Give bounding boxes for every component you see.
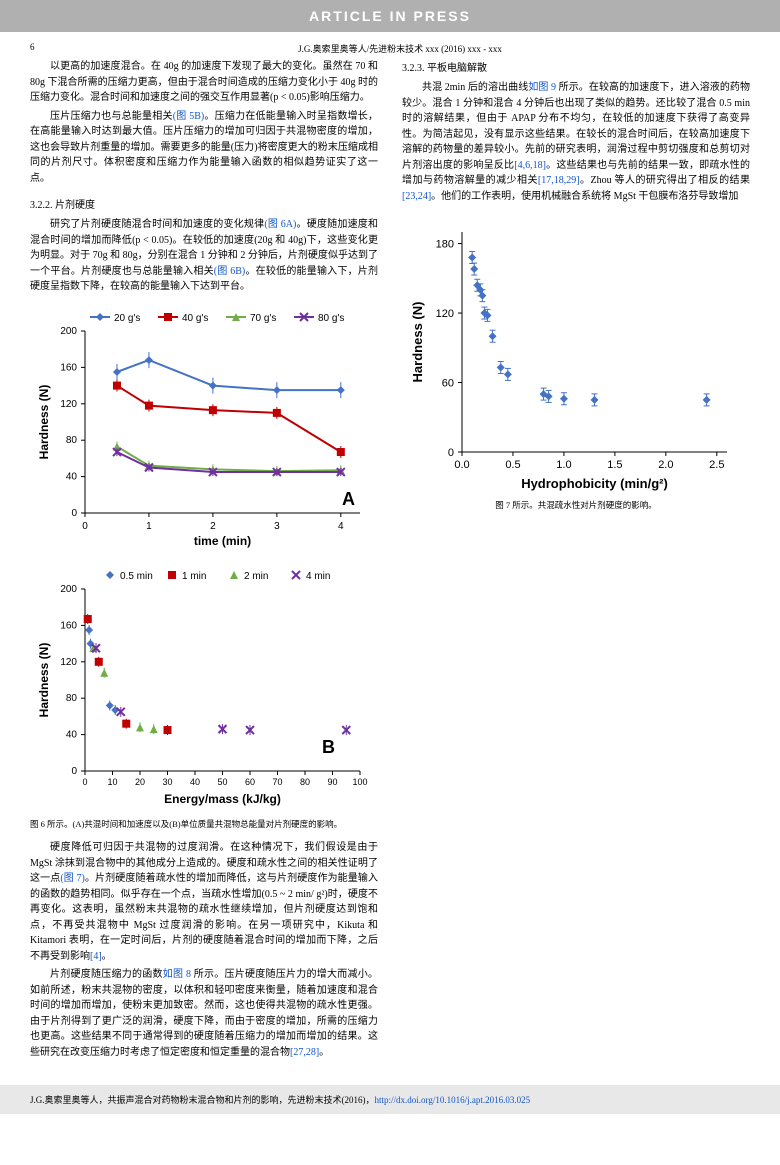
page-header: 6 J.G.奥索里奥等人/先进粉末技术 xxx (2016) xxx - xxx bbox=[0, 32, 780, 59]
svg-text:40: 40 bbox=[66, 471, 78, 482]
fig6a-link[interactable]: (图 6A) bbox=[264, 219, 296, 230]
doi-link[interactable]: http://dx.doi.org/10.1016/j.apt.2016.03.… bbox=[375, 1095, 531, 1105]
svg-text:0.5: 0.5 bbox=[505, 459, 520, 471]
para-dissolution: 共混 2min 后的溶出曲线如图 9 所示。在较高的加速度下，进入溶液的药物较少… bbox=[402, 80, 750, 204]
svg-text:0: 0 bbox=[71, 508, 77, 519]
page-number: 6 bbox=[30, 42, 50, 55]
cite-17-18-29[interactable]: [17,18,29] bbox=[538, 175, 580, 186]
svg-text:0: 0 bbox=[71, 766, 77, 777]
svg-text:40 g's: 40 g's bbox=[182, 313, 208, 324]
svg-text:3: 3 bbox=[274, 521, 280, 532]
svg-text:2.0: 2.0 bbox=[658, 459, 673, 471]
para-compress-energy: 压片压缩力也与总能量相关(图 5B)。压缩力在低能量输入时呈指数增长，在高能量输… bbox=[30, 109, 378, 187]
svg-text:1 min: 1 min bbox=[182, 571, 206, 582]
svg-text:10: 10 bbox=[107, 777, 117, 787]
para-compression: 片剂硬度随压缩力的函数如图 8 所示。压片硬度随压片力的增大而减小。如前所述，粉… bbox=[30, 967, 378, 1060]
fig7-link[interactable]: (图 7) bbox=[60, 873, 85, 884]
svg-text:180: 180 bbox=[436, 239, 454, 251]
svg-text:1.5: 1.5 bbox=[607, 459, 622, 471]
fig8-link[interactable]: 如图 8 bbox=[163, 969, 191, 980]
svg-text:100: 100 bbox=[352, 777, 367, 787]
svg-text:60: 60 bbox=[245, 777, 255, 787]
svg-text:0.0: 0.0 bbox=[454, 459, 469, 471]
svg-text:80 g's: 80 g's bbox=[318, 313, 344, 324]
svg-text:0: 0 bbox=[82, 521, 88, 532]
section-dissolution: 3.2.3. 平板电脑解散 bbox=[402, 59, 750, 74]
svg-text:20: 20 bbox=[135, 777, 145, 787]
para-hardness: 研究了片剂硬度随混合时间和加速度的变化规律(图 6A)。硬度随加速度和混合时间的… bbox=[30, 217, 378, 295]
figure-7-caption: 图 7 所示。共混疏水性对片剂硬度的影响。 bbox=[402, 500, 750, 512]
svg-text:A: A bbox=[342, 489, 355, 509]
svg-text:2: 2 bbox=[210, 521, 216, 532]
figure-6-caption: 图 6 所示。(A)共混时间和加速度以及(B)单位质量共混物总能量对片剂硬度的影… bbox=[30, 819, 378, 831]
svg-text:50: 50 bbox=[217, 777, 227, 787]
fig5b-link[interactable]: (图 5B) bbox=[173, 111, 205, 122]
svg-text:80: 80 bbox=[66, 693, 78, 704]
svg-text:70: 70 bbox=[272, 777, 282, 787]
svg-text:90: 90 bbox=[327, 777, 337, 787]
svg-text:40: 40 bbox=[66, 729, 78, 740]
svg-text:120: 120 bbox=[436, 308, 454, 320]
svg-text:0: 0 bbox=[448, 447, 454, 459]
two-column-content: 以更高的加速度混合。在 40g 的加速度下发现了最大的变化。虽然在 70 和 8… bbox=[0, 59, 780, 1079]
svg-text:80: 80 bbox=[66, 435, 78, 446]
svg-text:120: 120 bbox=[60, 656, 77, 667]
svg-text:160: 160 bbox=[60, 362, 77, 373]
svg-text:200: 200 bbox=[60, 584, 77, 595]
figure-6a-chart: 20 g's 40 g's 70 g's 80 g's 0 40 80 120 160 200 0 1… bbox=[30, 303, 378, 553]
svg-text:30: 30 bbox=[162, 777, 172, 787]
svg-text:Hydrophobicity (min/g²): Hydrophobicity (min/g²) bbox=[521, 476, 668, 491]
citation-footer: J.G.奥索里奥等人，共振声混合对药物粉末混合物和片剂的影响，先进粉末技术(20… bbox=[0, 1085, 780, 1114]
svg-text:70 g's: 70 g's bbox=[250, 313, 276, 324]
svg-text:Hardness (N): Hardness (N) bbox=[410, 302, 425, 383]
svg-text:1.0: 1.0 bbox=[556, 459, 571, 471]
svg-text:4: 4 bbox=[338, 521, 344, 532]
figure-7-chart: 0 60 120 180 0.0 0.5 1.0 1.5 2.0 2.5 Hydrophobicit… bbox=[402, 212, 750, 492]
svg-text:1: 1 bbox=[146, 521, 152, 532]
svg-text:0.5 min: 0.5 min bbox=[120, 571, 153, 582]
fig9-link[interactable]: 如图 9 bbox=[528, 82, 556, 93]
svg-text:B: B bbox=[322, 737, 335, 757]
fig6b-link[interactable]: (图 6B) bbox=[214, 266, 245, 277]
svg-text:40: 40 bbox=[190, 777, 200, 787]
svg-text:Energy/mass (kJ/kg): Energy/mass (kJ/kg) bbox=[164, 792, 281, 806]
running-head: J.G.奥索里奥等人/先进粉末技术 xxx (2016) xxx - xxx bbox=[50, 42, 750, 55]
svg-text:120: 120 bbox=[60, 398, 77, 409]
svg-text:0: 0 bbox=[82, 777, 87, 787]
svg-text:Hardness (N): Hardness (N) bbox=[37, 642, 51, 717]
cite-4[interactable]: [4] bbox=[90, 951, 102, 962]
svg-text:80: 80 bbox=[300, 777, 310, 787]
svg-text:Hardness (N): Hardness (N) bbox=[37, 384, 51, 459]
section-hardness: 3.2.2. 片剂硬度 bbox=[30, 196, 378, 211]
cite-4-6-18[interactable]: [4,6,18] bbox=[514, 160, 546, 171]
svg-text:20 g's: 20 g's bbox=[114, 313, 140, 324]
svg-text:60: 60 bbox=[442, 378, 454, 390]
cite-27-28[interactable]: [27,28] bbox=[290, 1047, 319, 1058]
para-accel: 以更高的加速度混合。在 40g 的加速度下发现了最大的变化。虽然在 70 和 8… bbox=[30, 59, 378, 106]
svg-text:4 min: 4 min bbox=[306, 571, 330, 582]
svg-text:200: 200 bbox=[60, 326, 77, 337]
para-hydrophobicity: 硬度降低可归因于共混物的过度润滑。在这种情况下，我们假设是由于 MgSt 涂抹到… bbox=[30, 840, 378, 964]
svg-text:2.5: 2.5 bbox=[709, 459, 724, 471]
figure-6b-chart: 0.5 min 1 min 2 min 4 min 0 40 80 120 160 200 0 10 2… bbox=[30, 561, 378, 811]
article-in-press-banner: ARTICLE IN PRESS bbox=[0, 0, 780, 32]
svg-text:time (min): time (min) bbox=[194, 534, 251, 548]
svg-text:160: 160 bbox=[60, 620, 77, 631]
cite-23-24[interactable]: [23,24] bbox=[402, 191, 431, 202]
svg-text:2 min: 2 min bbox=[244, 571, 268, 582]
